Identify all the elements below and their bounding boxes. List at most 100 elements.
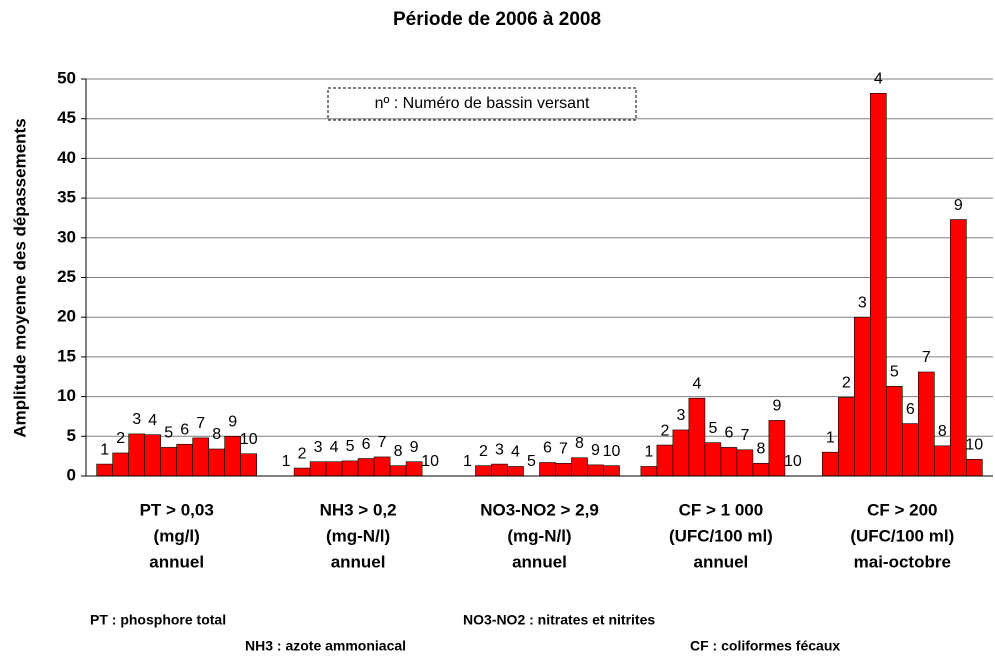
y-tick-label: 15 xyxy=(57,346,76,365)
bar xyxy=(869,92,887,477)
y-tick-label: 30 xyxy=(57,227,76,246)
data-label: 3 xyxy=(314,439,323,456)
data-label: 7 xyxy=(922,349,931,366)
footnote: PT : phosphore total xyxy=(90,612,226,628)
y-axis-label: Amplitude moyenne des dépassements xyxy=(10,118,29,437)
data-label: 4 xyxy=(692,375,701,392)
data-label: 8 xyxy=(756,441,765,458)
data-label: 8 xyxy=(575,435,584,452)
footnote: NO3-NO2 : nitrates et nitrites xyxy=(463,612,655,628)
bar xyxy=(325,461,343,477)
bar xyxy=(587,464,604,477)
bar xyxy=(640,466,658,477)
bar xyxy=(357,458,375,477)
bar xyxy=(341,460,359,477)
bar xyxy=(837,397,855,477)
data-label: 10 xyxy=(603,443,621,460)
data-label: 3 xyxy=(676,407,685,424)
data-label: 3 xyxy=(495,441,504,458)
bar xyxy=(949,219,967,477)
data-label: 10 xyxy=(784,453,802,470)
data-label: 9 xyxy=(772,398,781,415)
bar xyxy=(768,420,786,477)
x-tick-label: (mg/l) xyxy=(154,526,200,545)
x-tick-label: annuel xyxy=(512,552,567,571)
bar xyxy=(507,466,524,477)
bar xyxy=(475,465,492,477)
data-label: 2 xyxy=(842,375,851,392)
data-label: 8 xyxy=(212,426,221,443)
bar xyxy=(224,435,241,477)
x-tick-label: annuel xyxy=(331,552,386,571)
bar xyxy=(128,433,145,477)
data-label: 2 xyxy=(116,430,125,447)
data-label: 5 xyxy=(527,453,536,470)
chart-title: Période de 2006 à 2008 xyxy=(393,9,601,30)
bar xyxy=(752,462,770,477)
data-label: 1 xyxy=(826,429,835,446)
data-label: 1 xyxy=(463,453,472,470)
data-label: 6 xyxy=(906,401,915,418)
bar xyxy=(736,449,754,477)
bar xyxy=(603,465,620,477)
y-tick-label: 40 xyxy=(57,148,76,167)
bar xyxy=(571,457,588,477)
x-tick-label: (UFC/100 ml) xyxy=(850,526,954,545)
data-label: 6 xyxy=(724,425,733,442)
bar xyxy=(821,451,839,477)
y-tick-label: 5 xyxy=(67,426,76,445)
bar xyxy=(555,462,572,477)
data-label: 7 xyxy=(740,427,749,444)
data-label: 10 xyxy=(421,453,439,470)
y-tick-label: 35 xyxy=(57,188,76,207)
annotation-box xyxy=(327,87,637,121)
data-label: 1 xyxy=(644,444,653,461)
y-tick-label: 25 xyxy=(57,267,76,286)
data-label: 10 xyxy=(965,437,983,454)
data-label: 5 xyxy=(708,420,717,437)
x-tick-label: PT > 0,03 xyxy=(140,500,214,519)
bar xyxy=(656,444,674,477)
bar xyxy=(405,461,423,477)
x-tick-label: mai-octobre xyxy=(854,552,951,571)
bar xyxy=(293,467,311,477)
bar xyxy=(672,429,690,477)
data-label: 4 xyxy=(511,444,520,461)
bar xyxy=(96,463,113,477)
data-label: 7 xyxy=(378,434,387,451)
data-label: 5 xyxy=(346,438,355,455)
bar xyxy=(309,461,327,477)
bar xyxy=(933,445,951,477)
bar xyxy=(704,442,722,477)
data-label: 3 xyxy=(132,411,141,428)
data-label: 9 xyxy=(954,197,963,214)
bar xyxy=(112,452,129,477)
bar xyxy=(389,465,407,477)
bar xyxy=(720,447,738,477)
x-tick-label: NO3-NO2 > 2,9 xyxy=(480,500,599,519)
data-label: 5 xyxy=(890,363,899,380)
data-label: 1 xyxy=(100,441,109,458)
data-label: 4 xyxy=(148,412,157,429)
data-label: 9 xyxy=(410,439,419,456)
bar xyxy=(917,371,935,477)
data-label: 9 xyxy=(228,414,237,431)
y-tick-label: 50 xyxy=(57,68,76,87)
bar xyxy=(688,397,706,477)
data-label: 1 xyxy=(282,453,291,470)
bar xyxy=(208,448,225,477)
data-label: 6 xyxy=(180,421,189,438)
y-tick-label: 10 xyxy=(57,386,76,405)
x-tick-label: annuel xyxy=(149,552,204,571)
bar xyxy=(965,459,983,477)
y-tick-label: 45 xyxy=(57,108,76,127)
bar xyxy=(144,434,161,477)
data-label: 9 xyxy=(591,442,600,459)
footnote: CF : coliformes fécaux xyxy=(690,638,840,654)
data-label: 2 xyxy=(298,445,307,462)
x-tick-label: (mg-N/l) xyxy=(507,526,571,545)
bar xyxy=(853,316,871,477)
data-label: 7 xyxy=(196,415,205,432)
bar xyxy=(539,462,556,477)
footnote: NH3 : azote ammoniacal xyxy=(245,638,406,654)
